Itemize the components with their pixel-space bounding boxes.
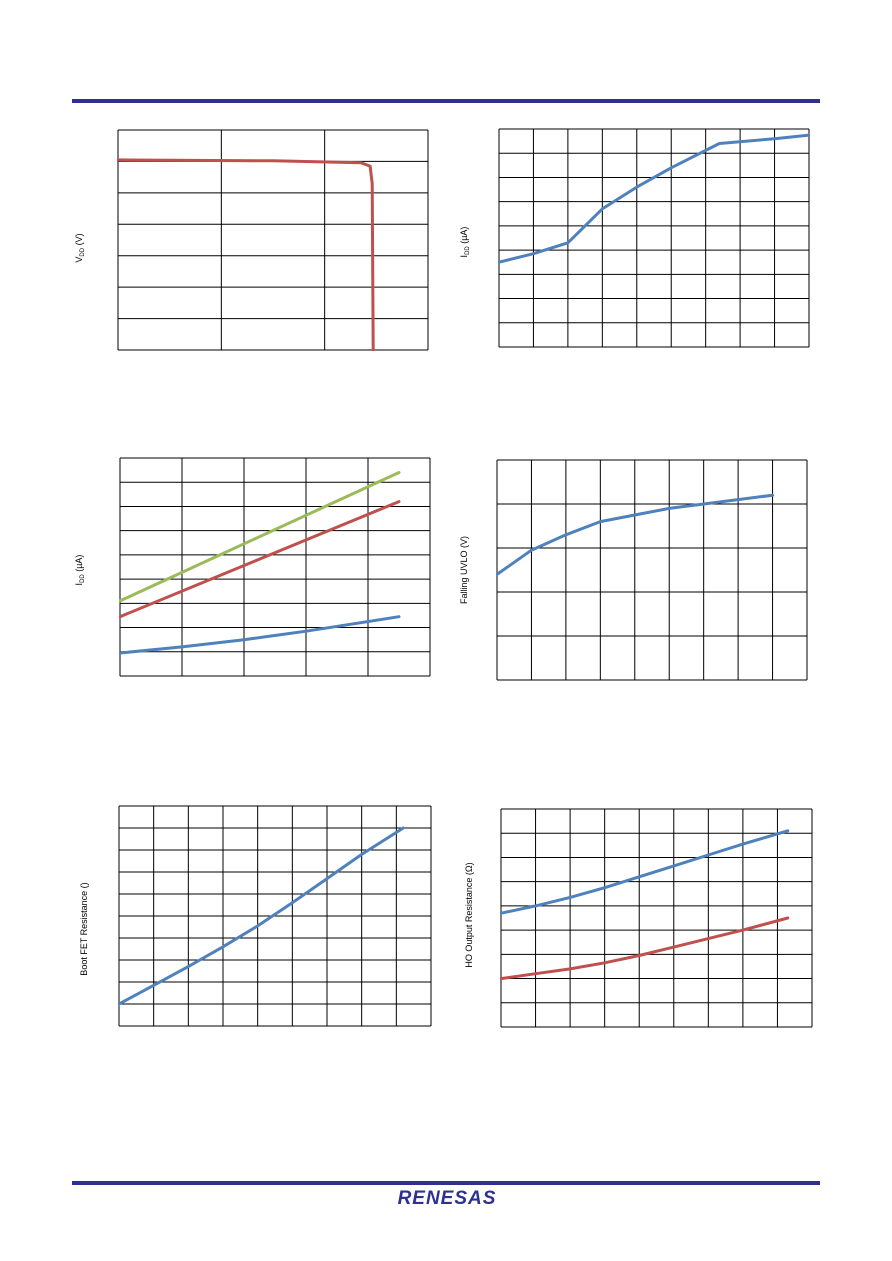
renesas-logo: RENESAS bbox=[397, 1188, 497, 1209]
series-line-3 bbox=[119, 615, 401, 655]
series-line-1 bbox=[498, 133, 810, 264]
ylabel-ho-output-resistance: HO Output Resistance (Ω) bbox=[464, 862, 474, 968]
chart-idd-middle-left bbox=[119, 457, 431, 677]
series-line-1 bbox=[118, 826, 405, 1006]
chart-falling-uvlo bbox=[496, 459, 808, 681]
series-line-1 bbox=[496, 493, 775, 576]
ylabel-falling-uvlo: Falling UVLO (V) bbox=[459, 535, 469, 605]
chart-boot-fet-resistance bbox=[118, 805, 432, 1027]
series-line-1 bbox=[117, 158, 375, 351]
chart-ho-output-resistance bbox=[500, 808, 813, 1028]
ylabel-boot-fet-resistance: Boot FET Resistance () bbox=[79, 882, 89, 976]
ylabel-vdd: VDD (V) bbox=[74, 233, 86, 263]
chart-vdd bbox=[117, 129, 429, 351]
series-line-2 bbox=[500, 916, 790, 981]
series-line-1 bbox=[500, 829, 790, 915]
header-rule bbox=[72, 99, 820, 103]
series-line-1 bbox=[119, 471, 401, 603]
ylabel-idd-top-right: IDD (µA) bbox=[459, 226, 471, 258]
series-line-2 bbox=[119, 500, 401, 619]
ylabel-idd-middle-left: IDD (µA) bbox=[74, 554, 86, 586]
footer-rule bbox=[72, 1181, 820, 1185]
chart-idd-top-right bbox=[498, 128, 810, 348]
